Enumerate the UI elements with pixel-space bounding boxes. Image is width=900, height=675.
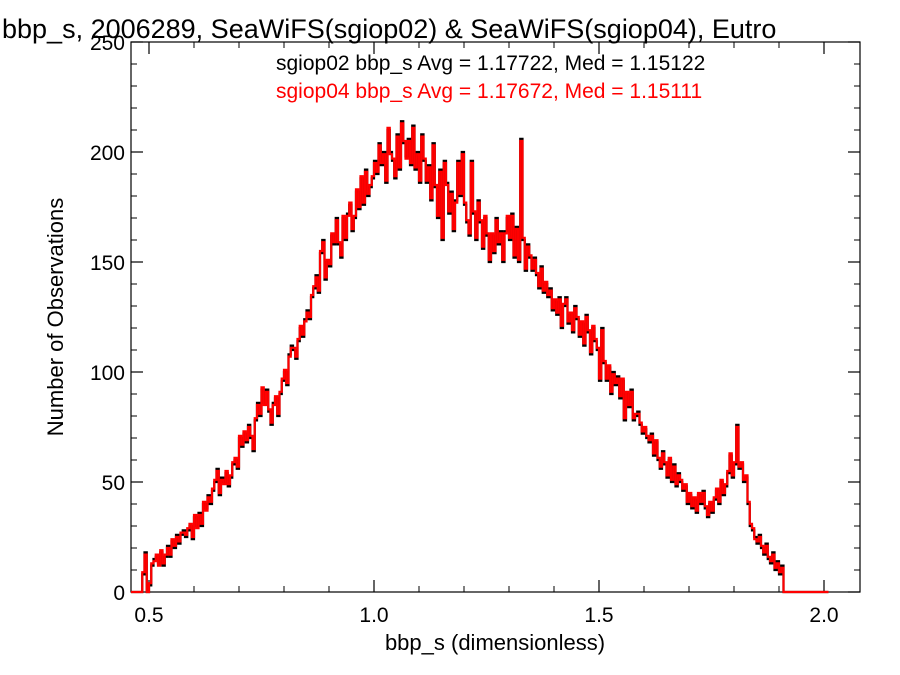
axis-ticks: 0.5 1.0 1.5 2.0 0 50 100 150 200 250	[90, 32, 860, 627]
x-tick-label: 1.0	[359, 604, 388, 627]
chart-title: bbp_s, 2006289, SeaWiFS(sgiop02) & SeaWi…	[2, 14, 776, 44]
series-layer	[131, 120, 829, 594]
annotation-sgiop02: sgiop02 bbp_s Avg = 1.17722, Med = 1.151…	[276, 52, 705, 75]
series-sgiop04-line	[131, 122, 829, 594]
x-axis-label: bbp_s (dimensionless)	[385, 630, 605, 655]
y-tick-label: 150	[90, 252, 125, 275]
y-tick-label: 0	[113, 582, 125, 605]
x-tick-label: 2.0	[809, 604, 838, 627]
y-tick-label: 100	[90, 362, 125, 385]
plot-frame	[130, 41, 861, 593]
y-tick-label: 200	[90, 142, 125, 165]
y-tick-label: 250	[90, 32, 125, 55]
annotation-sgiop04: sgiop04 bbp_s Avg = 1.17672, Med = 1.151…	[276, 80, 702, 103]
y-axis-label: Number of Observations	[43, 198, 68, 436]
x-tick-label: 0.5	[134, 604, 163, 627]
y-tick-label: 50	[102, 472, 125, 495]
series-sgiop02-line	[131, 120, 829, 594]
x-tick-label: 1.5	[584, 604, 613, 627]
